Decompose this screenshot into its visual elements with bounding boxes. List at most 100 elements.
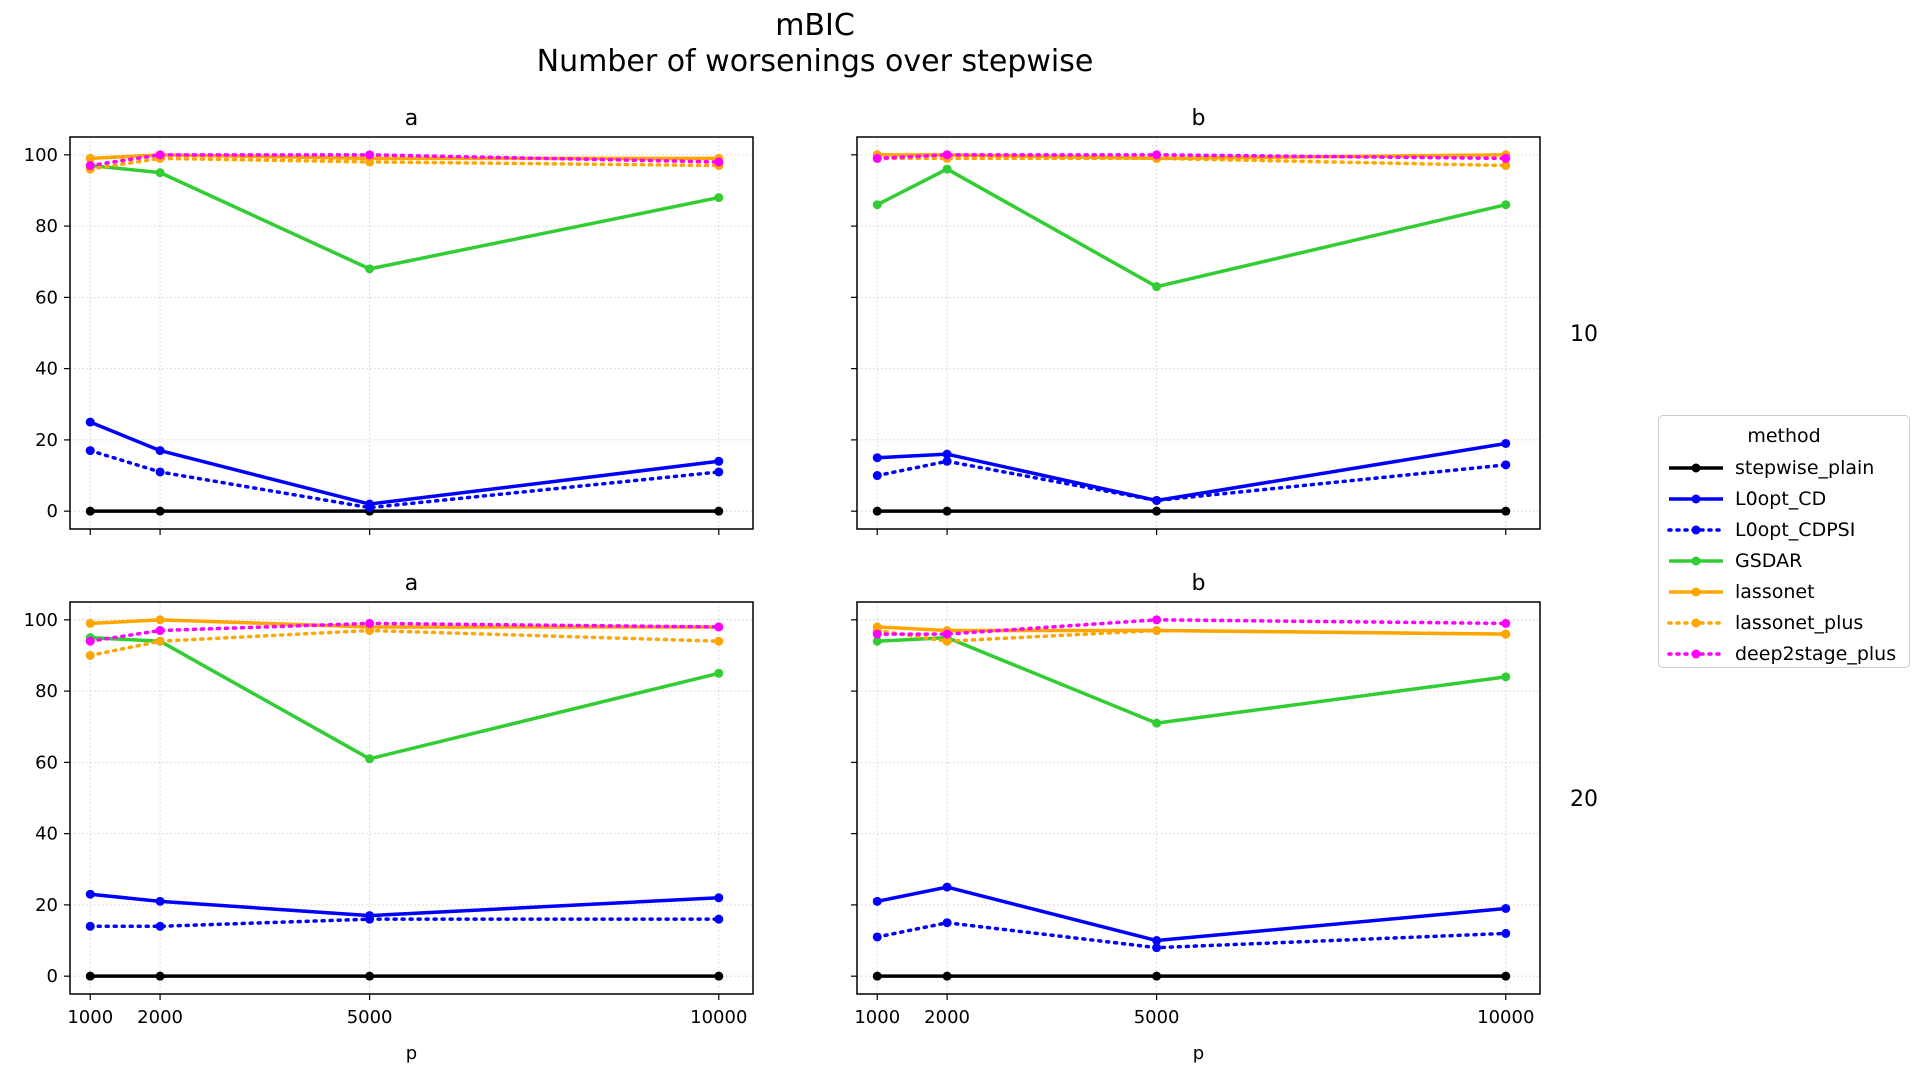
data-point [155, 150, 165, 160]
y-tick-label: 0 [47, 501, 58, 522]
data-point [1152, 943, 1162, 953]
series-line [90, 635, 720, 761]
axes-frame [69, 601, 754, 995]
chart-title: mBIC [775, 8, 855, 43]
x-axis-label: p [1193, 1043, 1204, 1064]
panel-0: a 0 20 40 60 80 100 [24, 106, 754, 535]
data-point [1152, 971, 1162, 981]
legend-item: L0opt_CD [1659, 483, 1909, 514]
legend-swatch [1667, 618, 1725, 627]
data-point [1152, 150, 1162, 160]
panel-title: a [405, 571, 418, 596]
legend-label: lassonet_plus [1735, 611, 1864, 634]
legend-swatch [1669, 556, 1723, 565]
data-point [872, 200, 882, 210]
panel-2: a 0 20 40 60 80 100 1000 2000 5000 10000 p [24, 571, 754, 1064]
data-point [155, 467, 165, 477]
data-point [1152, 282, 1162, 292]
row-label: 20 [1570, 787, 1598, 812]
legend-label: stepwise_plain [1735, 456, 1875, 479]
axes-frame [69, 136, 754, 530]
data-point [155, 971, 165, 981]
data-point [942, 164, 952, 174]
axes-frame [856, 136, 1541, 530]
legend-swatch [1669, 587, 1723, 596]
legend-swatch [1669, 494, 1723, 503]
series-line [877, 441, 1507, 503]
data-point [1501, 200, 1511, 210]
data-point [1501, 928, 1511, 938]
y-tick-label: 60 [35, 752, 58, 773]
legend: method stepwise_plain L0opt_CD L0opt_CDPSI… [1658, 415, 1910, 668]
x-tick-label: 10000 [690, 1007, 747, 1028]
data-point [365, 150, 375, 160]
data-point [872, 506, 882, 516]
data-point [714, 668, 724, 678]
legend-swatch [1669, 463, 1723, 472]
data-point [942, 449, 952, 459]
series-line [90, 163, 720, 271]
data-point [155, 506, 165, 516]
data-point [872, 896, 882, 906]
data-point [85, 618, 95, 628]
data-point [155, 921, 165, 931]
data-point [714, 636, 724, 646]
y-tick-label: 0 [47, 966, 58, 987]
panel-3: b 1000 2000 5000 10000 p [851, 571, 1541, 1064]
panel-title: a [405, 106, 418, 131]
y-tick-label: 100 [24, 610, 58, 631]
data-point [1501, 161, 1511, 171]
x-tick-label: 2000 [924, 1007, 970, 1028]
chart-subtitle: Number of worsenings over stepwise [536, 44, 1094, 79]
series-line [88, 628, 721, 658]
data-point [85, 417, 95, 427]
x-axis-label: p [406, 1043, 417, 1064]
data-point [714, 456, 724, 466]
data-point [85, 153, 95, 163]
series-line [90, 892, 719, 918]
data-point [85, 971, 95, 981]
data-point [872, 932, 882, 942]
data-point [365, 264, 375, 274]
data-point [1152, 615, 1162, 625]
data-point [872, 471, 882, 481]
data-point [85, 650, 95, 660]
series-line [875, 920, 1508, 950]
data-point [872, 453, 882, 463]
legend-item: lassonet_plus [1659, 607, 1909, 638]
data-point [1501, 971, 1511, 981]
series-line [876, 885, 1506, 943]
legend-item: deep2stage_plus [1659, 638, 1909, 669]
axes-frame [856, 601, 1541, 995]
series-line [877, 153, 1506, 161]
data-point [942, 629, 952, 639]
data-point [1501, 460, 1511, 470]
series-line [90, 618, 719, 629]
data-point [872, 153, 882, 163]
legend-label: lassonet [1735, 580, 1815, 603]
data-point [942, 918, 952, 928]
y-tick-label: 100 [24, 145, 58, 166]
legend-label: GSDAR [1735, 549, 1803, 572]
panel-title: b [1192, 571, 1206, 596]
data-point [714, 193, 724, 203]
legend-swatch [1667, 525, 1725, 534]
data-point [155, 615, 165, 625]
row-label: 10 [1570, 322, 1598, 347]
legend-title: method [1747, 425, 1821, 447]
data-point [714, 971, 724, 981]
series-line [876, 167, 1507, 289]
data-point [1152, 626, 1162, 636]
legend-label: L0opt_CD [1735, 487, 1827, 510]
data-point [365, 971, 375, 981]
panel-1: b [851, 106, 1541, 535]
data-point [714, 506, 724, 516]
series-line [877, 635, 1507, 725]
data-point [942, 150, 952, 160]
y-tick-label: 60 [35, 287, 58, 308]
legend-item: GSDAR [1659, 545, 1909, 576]
y-tick-label: 20 [35, 430, 58, 451]
panel-title: b [1192, 106, 1206, 131]
data-point [85, 161, 95, 171]
data-point [714, 467, 724, 477]
